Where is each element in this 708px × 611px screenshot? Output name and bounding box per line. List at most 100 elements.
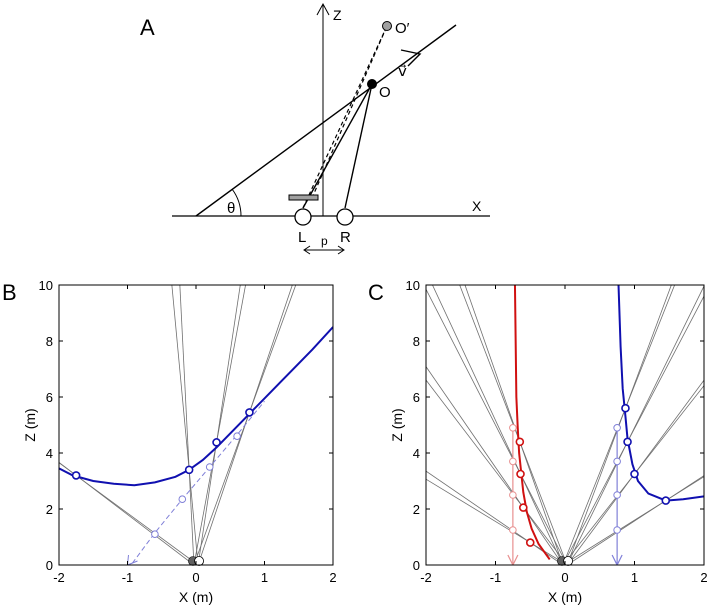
c-perceived-point-0-3 <box>525 538 535 547</box>
panel-a-motion-line <box>195 24 457 217</box>
b-ytick-label-4: 8 <box>46 334 53 349</box>
c-ytick-label-1: 2 <box>413 502 420 517</box>
panel-a-z-axis-label: Z <box>333 7 342 23</box>
separation-head-right <box>337 245 345 255</box>
separation-head-left <box>303 245 311 255</box>
velocity-label: v⃗ <box>398 63 407 80</box>
c-ytick-label-4: 8 <box>413 334 420 349</box>
c-ytick-label-2: 4 <box>413 446 420 461</box>
c-xtick-label-4: 2 <box>700 570 707 585</box>
c-ylabel: Z (m) <box>389 408 405 441</box>
c-ray-7-1 <box>566 475 704 565</box>
b-true-point-3 <box>233 432 241 441</box>
sight-line-left <box>302 83 373 209</box>
c-xtick-label-1: -1 <box>490 570 502 585</box>
dashed-line-left <box>311 25 388 199</box>
c-ray-3-1 <box>426 478 568 565</box>
velocity-arrowhead <box>400 49 422 67</box>
panel-b-label: B <box>2 280 17 305</box>
b-ytick-label-5: 10 <box>39 278 53 293</box>
b-perceived-point-3 <box>245 408 254 417</box>
b-xtick-label-2: 0 <box>192 570 199 585</box>
c-perceived-path-1 <box>617 285 704 502</box>
c-rays <box>426 285 704 565</box>
c-true-arrowhead-0 <box>507 554 519 565</box>
b-perceived-path <box>59 326 333 487</box>
c-ray-1-1 <box>426 288 568 565</box>
c-perceived-point-1-3 <box>661 496 671 505</box>
c-xtick-label-0: -2 <box>420 570 432 585</box>
c-perceived-point-1-2 <box>630 469 639 479</box>
c-ray-1-0 <box>432 285 564 565</box>
b-ray-1-0 <box>179 285 195 565</box>
b-ray-3-1 <box>197 285 293 565</box>
c-xtick-label-3: 1 <box>631 570 638 585</box>
b-true-point-2 <box>205 463 214 471</box>
c-xtick-label-2: 0 <box>561 570 568 585</box>
c-perceived-point-0-1 <box>516 469 525 479</box>
b-axes-box <box>58 284 334 566</box>
c-true-point-0-0 <box>509 424 517 432</box>
c-ray-2-1 <box>426 379 568 565</box>
right-eye-label: R <box>340 229 351 246</box>
c-true-point-0-2 <box>509 491 517 499</box>
b-true-point-0 <box>151 530 159 539</box>
c-perceived-point-1-0 <box>621 403 630 413</box>
c-ray-0-0 <box>464 285 564 565</box>
object-point <box>367 79 377 89</box>
c-perceived-point-1-1 <box>623 437 632 447</box>
c-perceived-path-0 <box>513 285 551 560</box>
b-xtick-label-0: -2 <box>53 570 65 585</box>
c-perceived-point-0-0 <box>515 437 525 447</box>
b-ytick-label-3: 6 <box>46 390 53 405</box>
object-prime-label: O′ <box>395 20 410 37</box>
object-label: O <box>379 84 391 101</box>
b-ytick-label-2: 4 <box>46 446 53 461</box>
c-true-point-1-0 <box>613 424 621 432</box>
c-ray-5-0 <box>562 295 704 565</box>
b-series <box>59 326 333 565</box>
b-ytick-label-1: 2 <box>46 502 53 517</box>
angle-label: θ <box>227 200 235 217</box>
panel-b-plot: -2 -1 0 1 2 0 2 4 6 8 10 X (m) Z (m) <box>22 278 337 605</box>
left-eye <box>294 208 312 226</box>
b-true-arrowhead <box>126 554 138 565</box>
c-ray-4-1 <box>566 285 672 565</box>
c-ray-6-1 <box>566 379 704 565</box>
b-xtick-label-4: 2 <box>329 570 336 585</box>
panel-c-label: C <box>368 280 384 305</box>
c-true-point-1-2 <box>613 491 621 499</box>
dashed-line-right <box>302 25 388 209</box>
b-xtick-label-1: -1 <box>122 570 134 585</box>
right-eye <box>336 208 354 226</box>
panel-a-x-axis-label: X <box>472 198 482 214</box>
c-axes-box <box>425 284 705 566</box>
c-series <box>507 285 704 565</box>
b-perceived-point-2 <box>212 438 221 447</box>
b-ylabel: Z (m) <box>22 408 38 441</box>
sight-line-right <box>344 83 373 209</box>
b-ray-0-0 <box>59 461 195 565</box>
b-ray-0-1 <box>59 462 199 565</box>
b-ray-2-1 <box>197 285 241 565</box>
b-rays <box>59 285 297 565</box>
c-ytick-label-0: 0 <box>413 558 420 573</box>
b-ray-2-0 <box>193 285 246 565</box>
b-xtick-label-3: 1 <box>261 570 268 585</box>
b-perceived-point-0 <box>71 471 81 480</box>
c-ray-3-0 <box>426 470 564 565</box>
panel-a-z-arrowhead <box>316 2 330 16</box>
occluder-bar <box>288 194 319 201</box>
c-true-point-0-3 <box>509 526 517 534</box>
c-true-point-0-1 <box>509 457 517 466</box>
panel-c-plot: -2 -1 0 1 2 0 2 4 6 8 10 X (m) Z (m) <box>389 278 708 605</box>
c-ray-0-1 <box>459 285 568 565</box>
c-ray-5-1 <box>566 285 704 565</box>
c-true-point-1-3 <box>613 526 621 534</box>
c-ray-7-0 <box>562 476 704 565</box>
c-ytick-label-3: 6 <box>413 390 420 405</box>
c-xlabel: X (m) <box>548 589 582 605</box>
separation-label: p <box>321 234 328 248</box>
b-ytick-label-0: 0 <box>46 558 53 573</box>
